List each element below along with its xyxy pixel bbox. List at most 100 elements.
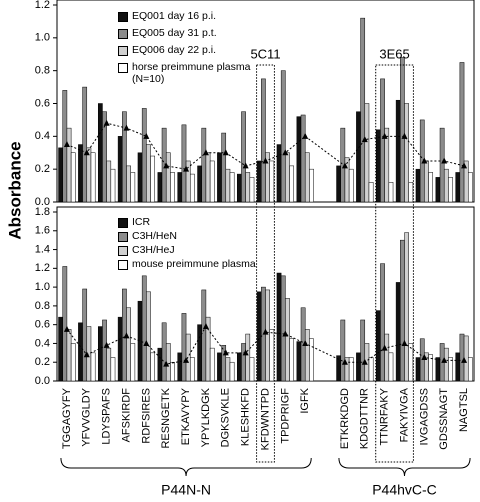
bar bbox=[106, 160, 112, 203]
bar bbox=[395, 99, 401, 203]
bar bbox=[90, 352, 96, 382]
mean-marker bbox=[441, 157, 448, 164]
legend-swatch bbox=[118, 218, 128, 228]
bar bbox=[280, 275, 286, 382]
bar bbox=[415, 357, 421, 382]
bar bbox=[245, 333, 251, 382]
bar bbox=[150, 155, 156, 203]
bar bbox=[408, 182, 414, 203]
x-tick-label: NAGTSL bbox=[458, 388, 470, 432]
bar bbox=[400, 57, 405, 203]
bar bbox=[97, 326, 103, 382]
y-tick-label: 0.6 bbox=[35, 319, 50, 331]
bar bbox=[395, 282, 401, 382]
bar bbox=[165, 152, 171, 203]
mean-marker bbox=[262, 157, 269, 164]
bar bbox=[58, 147, 63, 203]
y-tick-label: 1.0 bbox=[35, 281, 50, 293]
mean-marker bbox=[163, 360, 170, 367]
bar bbox=[70, 152, 76, 203]
legend-entry: EQ006 day 22 p.i. bbox=[118, 44, 216, 56]
y-tick-label: 1.2 bbox=[35, 0, 50, 11]
bar bbox=[261, 78, 266, 203]
bar bbox=[269, 160, 275, 203]
bar bbox=[146, 144, 151, 203]
bar bbox=[209, 160, 215, 203]
bar bbox=[443, 347, 449, 382]
mean-line bbox=[66, 325, 465, 365]
epitope-label: 5C11 bbox=[250, 46, 280, 61]
bar bbox=[201, 127, 207, 203]
bar bbox=[229, 361, 235, 382]
bar bbox=[106, 347, 112, 382]
bar bbox=[217, 352, 222, 382]
mean-marker bbox=[242, 349, 249, 356]
bar bbox=[256, 291, 262, 382]
legend-label: EQ001 day 16 p.i. bbox=[132, 10, 217, 22]
bar bbox=[141, 275, 147, 382]
mean-marker bbox=[202, 149, 209, 156]
bar bbox=[177, 352, 183, 382]
x-tick-label: RESNGETK bbox=[160, 387, 172, 448]
bar bbox=[296, 341, 302, 382]
epitope-label: 3E65 bbox=[379, 46, 409, 61]
bar bbox=[276, 144, 282, 203]
group-brace bbox=[60, 457, 312, 477]
bar bbox=[448, 357, 453, 382]
bar bbox=[150, 352, 156, 382]
bar bbox=[161, 322, 167, 382]
mean-marker bbox=[143, 339, 150, 346]
mean-marker bbox=[341, 358, 348, 365]
bar bbox=[404, 103, 409, 203]
bar bbox=[181, 124, 187, 203]
y-tick-label: 1.4 bbox=[35, 243, 50, 255]
mean-marker bbox=[123, 332, 130, 339]
bar bbox=[117, 136, 123, 203]
legend-label: horse preimmune plasma (N=10) bbox=[132, 61, 251, 85]
mean-marker bbox=[282, 149, 289, 156]
x-tick-label: ETKRKDGD bbox=[339, 388, 351, 449]
bar bbox=[285, 152, 290, 203]
bar bbox=[141, 108, 147, 203]
bar bbox=[157, 347, 163, 382]
bar bbox=[58, 316, 63, 382]
bar bbox=[190, 173, 195, 203]
legend-label: C3H/HeN bbox=[132, 230, 177, 242]
epitope-box bbox=[375, 64, 414, 463]
bar bbox=[130, 343, 136, 382]
bar bbox=[62, 266, 68, 382]
mean-marker bbox=[381, 132, 388, 139]
legend-label: mouse preimmune plasma bbox=[132, 258, 256, 270]
bar bbox=[455, 172, 461, 203]
bar bbox=[236, 173, 242, 203]
bar bbox=[217, 152, 222, 203]
bar bbox=[70, 343, 76, 382]
bar bbox=[360, 17, 366, 203]
x-tick-label: LDYSPAFS bbox=[101, 388, 113, 445]
bar bbox=[439, 127, 445, 203]
mean-marker bbox=[242, 162, 249, 169]
y-tick-label: 0.4 bbox=[35, 130, 50, 142]
y-tick-label: 1.6 bbox=[35, 225, 50, 237]
bar bbox=[415, 168, 421, 203]
bar bbox=[348, 168, 354, 203]
bar bbox=[384, 127, 390, 203]
bar bbox=[249, 357, 255, 382]
bar bbox=[221, 132, 227, 203]
mean-marker bbox=[282, 330, 289, 337]
bar bbox=[197, 165, 202, 203]
bar bbox=[368, 357, 374, 382]
legend-label: EQ005 day 31 p.t. bbox=[132, 27, 217, 39]
mean-marker bbox=[361, 136, 368, 143]
bar bbox=[126, 307, 131, 382]
bar bbox=[82, 288, 88, 382]
bar bbox=[375, 310, 381, 382]
bar bbox=[304, 329, 310, 382]
bar bbox=[388, 182, 394, 203]
legend-swatch bbox=[118, 260, 128, 270]
y-tick-label: 1.2 bbox=[35, 262, 50, 274]
mean-marker bbox=[183, 356, 190, 363]
mean-marker bbox=[202, 323, 209, 330]
bar bbox=[285, 298, 290, 382]
y-axis-title: Absorbance bbox=[5, 141, 24, 239]
